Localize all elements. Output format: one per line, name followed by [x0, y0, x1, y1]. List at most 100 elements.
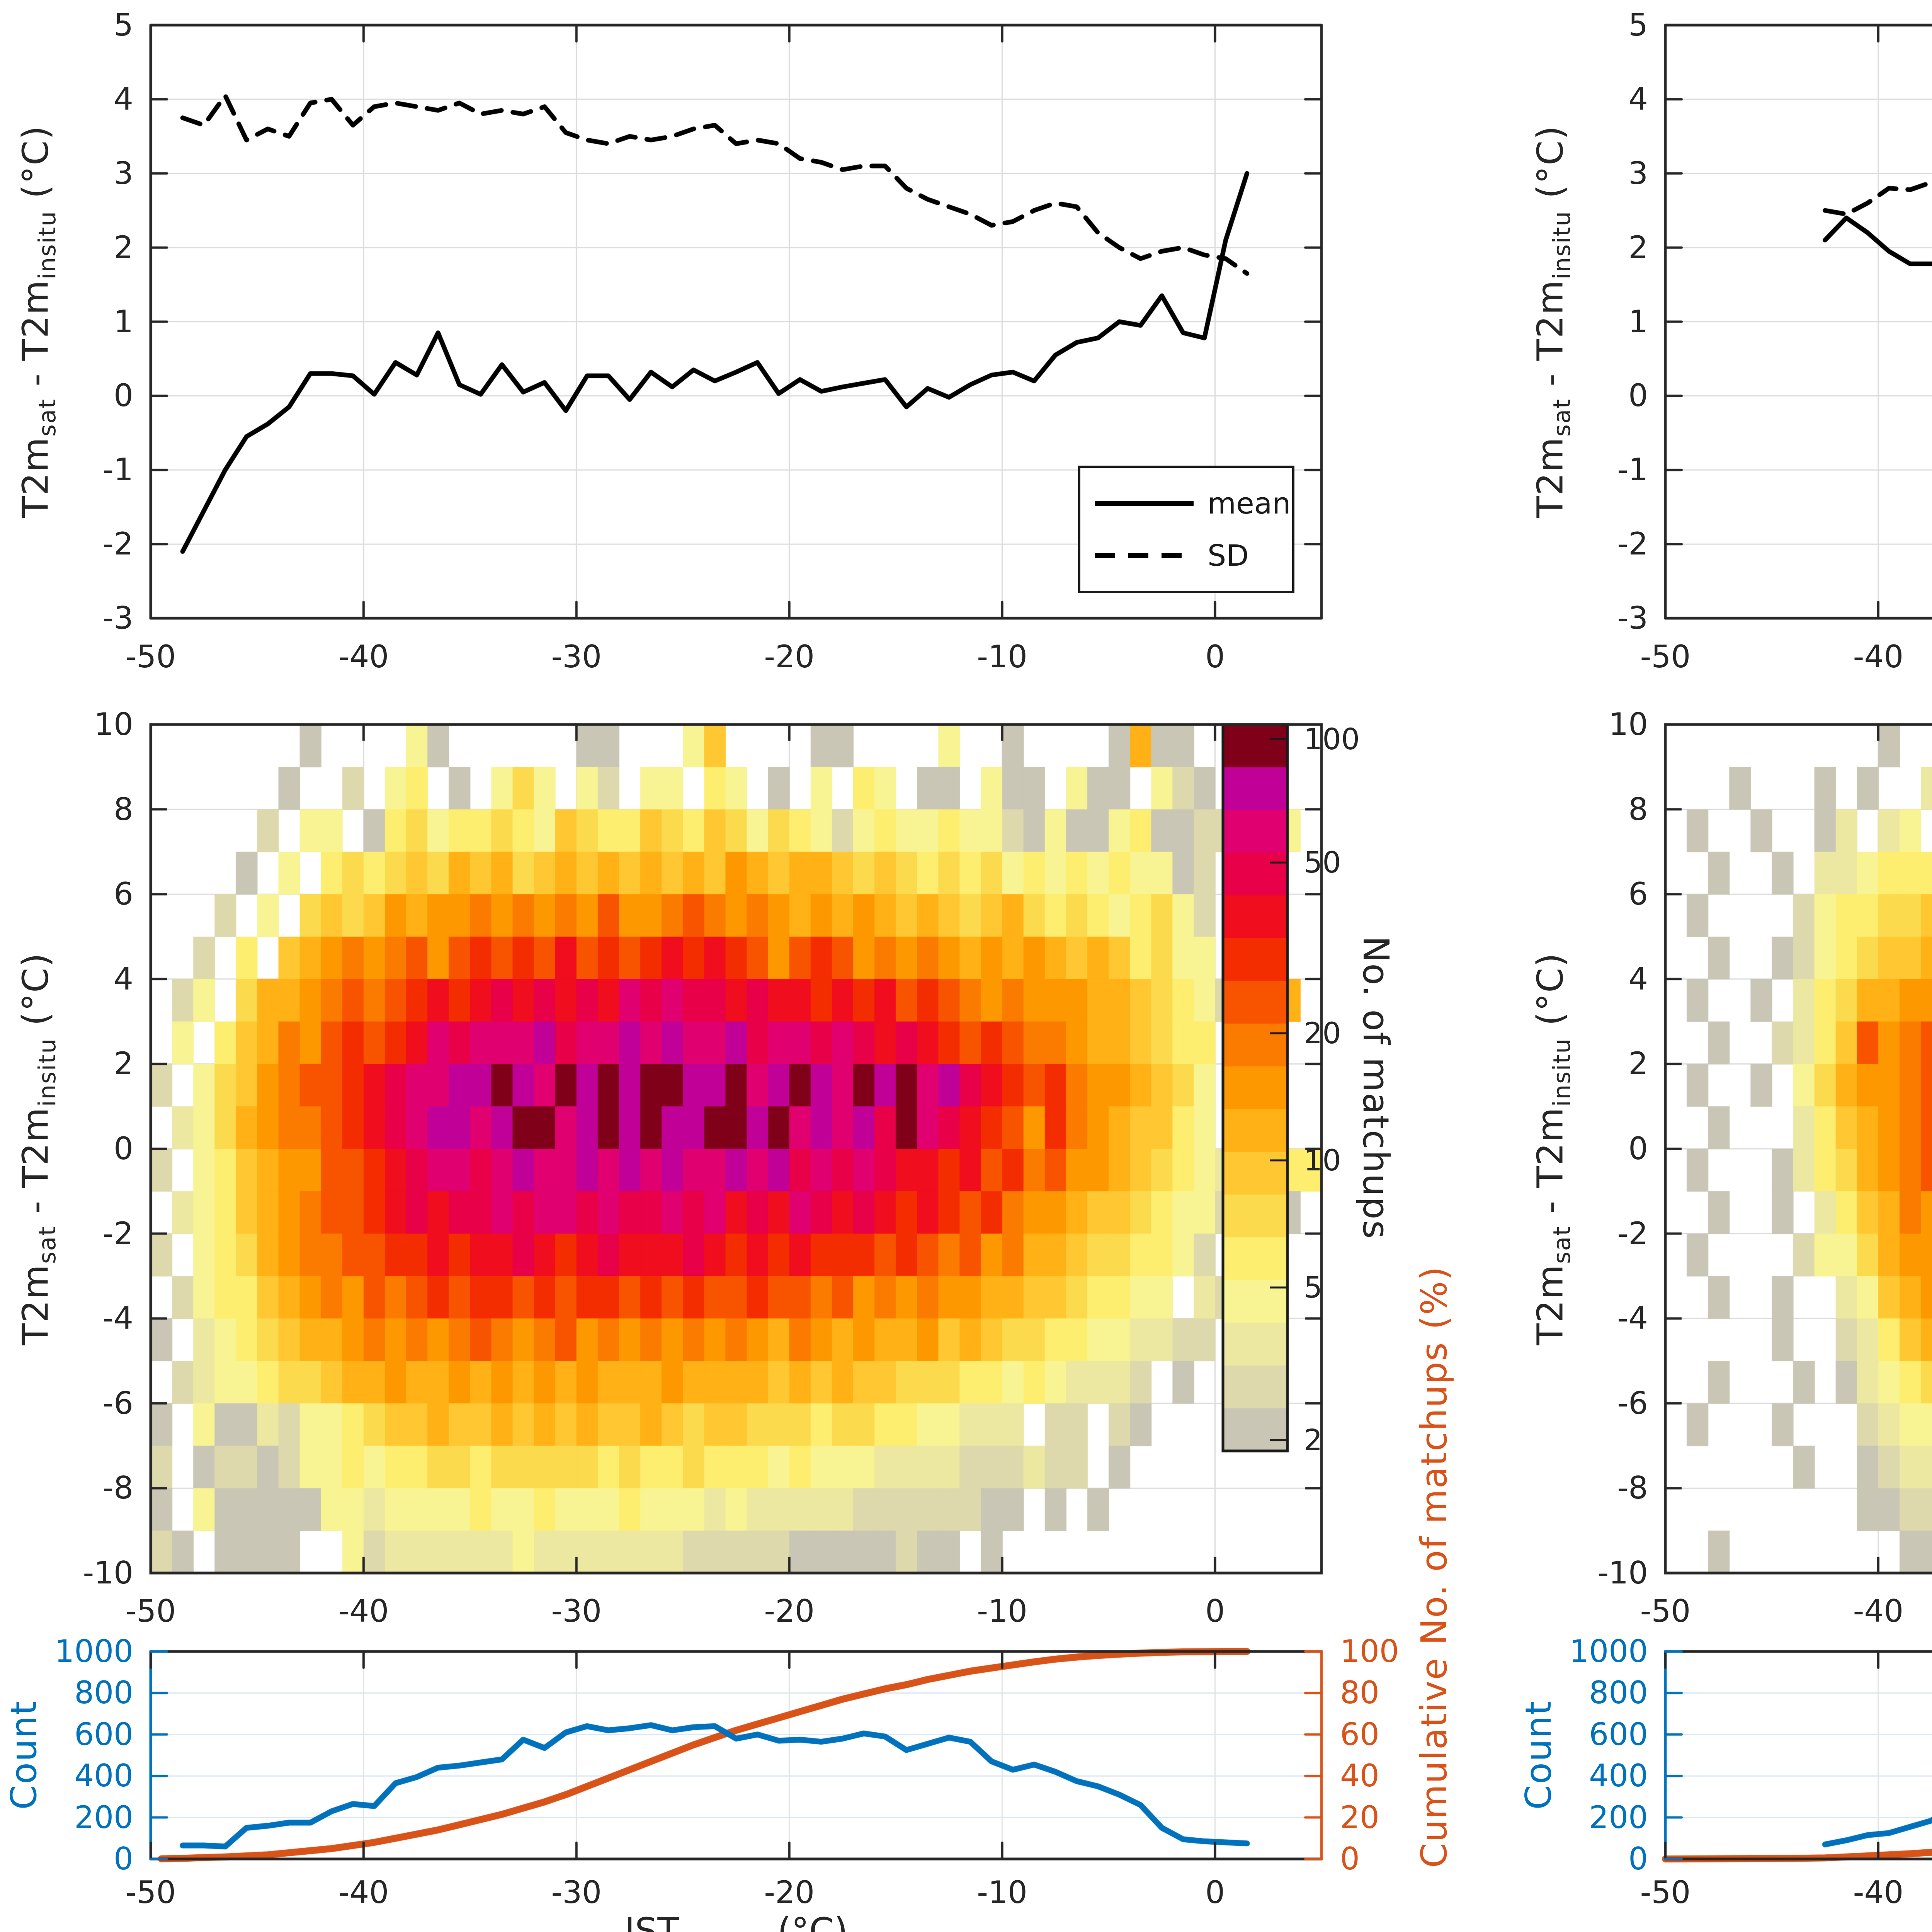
tick-label: 40 [1340, 1758, 1379, 1794]
tick-label: -50 [125, 1593, 176, 1629]
ylabel-count-left: Count [3, 1700, 44, 1810]
tick-label: 10 [1609, 706, 1648, 742]
tick-label: 1 [114, 303, 133, 340]
tick-label: 4 [114, 961, 133, 997]
tick-label: -6 [102, 1385, 133, 1421]
tick-label: 60 [1340, 1716, 1379, 1752]
ylabel-heatmap-right: T2msat - T2minsitu (°C) [1529, 952, 1576, 1345]
tick-label: 100 [1304, 721, 1360, 756]
tick-label: 3 [1628, 155, 1648, 191]
mean-line-sample [1095, 500, 1194, 506]
tick-label: -8 [1617, 1470, 1648, 1506]
tick-label: 600 [74, 1716, 133, 1752]
tick-label: -4 [102, 1300, 133, 1337]
tick-label: -20 [764, 1593, 815, 1629]
tick-label: 0 [1628, 378, 1648, 414]
tick-label: 5 [1304, 1270, 1323, 1304]
tick-label: -3 [1617, 600, 1648, 636]
tick-label: -2 [102, 526, 133, 562]
tick-label: -10 [83, 1555, 133, 1591]
tick-label: -50 [1640, 639, 1691, 675]
tick-label: -40 [338, 1874, 389, 1910]
tick-label: -1 [102, 452, 133, 488]
tick-label: 10 [1304, 1143, 1341, 1177]
tick-label: 5 [114, 7, 133, 43]
tick-label: 800 [1589, 1675, 1648, 1711]
bottom-right-dual-plot [1660, 1646, 1932, 1864]
tick-label: 4 [114, 81, 133, 117]
heatmap-right-plot [1660, 719, 1932, 1578]
tick-label: 800 [74, 1675, 133, 1711]
tick-label: 200 [1589, 1799, 1648, 1835]
tick-label: 200 [74, 1799, 133, 1835]
tick-label: -2 [1617, 1215, 1648, 1252]
tick-label: 0 [1205, 1593, 1225, 1629]
tick-label: 80 [1340, 1675, 1379, 1711]
tick-label: 0 [1340, 1841, 1360, 1877]
ylabel-count-right: Count [1518, 1700, 1559, 1810]
tick-label: -50 [125, 639, 176, 675]
tick-label: 1 [1628, 303, 1648, 340]
tick-label: -2 [1617, 526, 1648, 562]
tick-label: 20 [1340, 1799, 1379, 1835]
tick-label: 50 [1304, 845, 1341, 880]
tick-label: 8 [114, 791, 133, 827]
tick-label: -50 [125, 1874, 176, 1910]
tick-label: 2 [1304, 1422, 1323, 1457]
tick-label: 6 [1628, 876, 1648, 912]
sd-line-sample [1095, 553, 1194, 558]
tick-label: 10 [94, 706, 133, 742]
colorbar-label-left: No. of matchups [1355, 936, 1396, 1240]
tick-label: -10 [1597, 1555, 1648, 1591]
legend-mean-label: mean [1208, 486, 1291, 520]
ylabel-heatmap-left: T2msat - T2minsitu (°C) [15, 952, 61, 1345]
tick-label: 4 [1628, 81, 1648, 117]
xlabel-left: ISTskin_L3 (°C) [624, 1910, 848, 1932]
tick-label: 8 [1628, 791, 1648, 827]
ylabel-cumulative-left: Cumulative No. of matchups (%) [1413, 1265, 1455, 1868]
tick-label: 0 [1205, 1874, 1225, 1910]
tick-label: -40 [338, 1593, 389, 1629]
tick-label: 400 [1589, 1758, 1648, 1794]
legend-sd-label: SD [1208, 538, 1249, 573]
tick-label: 0 [1628, 1841, 1648, 1877]
legend-entry-sd: SD [1095, 538, 1292, 573]
tick-label: -20 [764, 1874, 815, 1910]
tick-label: 0 [1205, 639, 1225, 675]
tick-label: -30 [551, 1593, 602, 1629]
tick-label: 2 [114, 1046, 133, 1082]
tick-label: -20 [764, 639, 815, 675]
tick-label: -1 [1617, 452, 1648, 488]
tick-label: 1000 [1569, 1633, 1648, 1669]
bottom-left-dual-plot [145, 1646, 1335, 1864]
tick-label: -30 [551, 639, 602, 675]
tick-label: 600 [1589, 1716, 1648, 1752]
tick-label: -2 [102, 1215, 133, 1252]
tick-label: 100 [1340, 1633, 1399, 1669]
tick-label: -10 [977, 1874, 1027, 1910]
tick-label: -8 [102, 1470, 133, 1506]
tick-label: -4 [1617, 1300, 1648, 1337]
tick-label: 3 [114, 155, 133, 191]
legend-entry-mean: mean [1095, 486, 1292, 520]
tick-label: -40 [1853, 639, 1904, 675]
tick-label: 2 [114, 229, 133, 265]
tick-label: -40 [338, 639, 389, 675]
tick-label: 2 [1628, 1046, 1648, 1082]
tick-label: -6 [1617, 1385, 1648, 1421]
tick-label: 2 [1628, 229, 1648, 265]
tick-label: -30 [551, 1874, 602, 1910]
ylabel-top-right: T2msat - T2minsitu (°C) [1529, 125, 1576, 518]
tick-label: -50 [1640, 1874, 1691, 1910]
legend-top-left: mean SD [1078, 466, 1294, 593]
tick-label: -3 [102, 600, 133, 636]
tick-label: 6 [114, 876, 133, 912]
tick-label: -10 [977, 639, 1027, 675]
tick-label: -50 [1640, 1593, 1691, 1629]
tick-label: -40 [1853, 1593, 1904, 1629]
tick-label: 0 [1628, 1131, 1648, 1167]
tick-label: 4 [1628, 961, 1648, 997]
heatmap-left-plot [145, 719, 1335, 1578]
tick-label: -40 [1853, 1874, 1904, 1910]
